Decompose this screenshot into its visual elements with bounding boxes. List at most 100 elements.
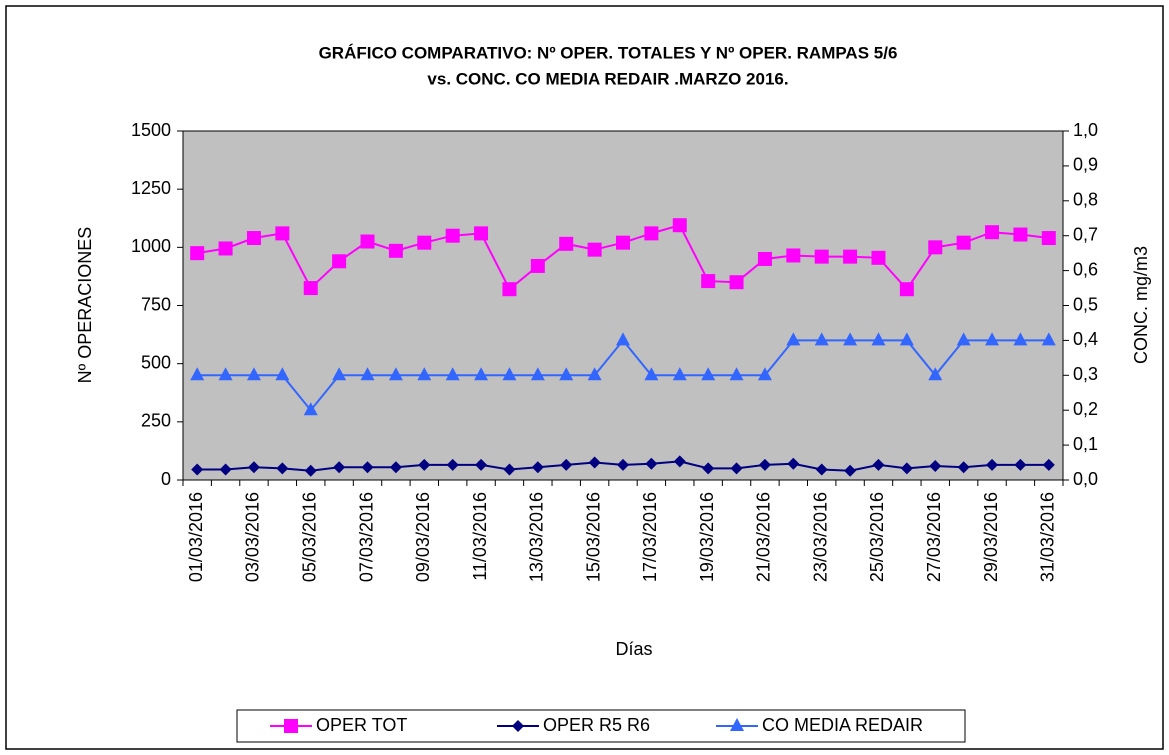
x-tick-label: 11/03/2016 bbox=[470, 492, 490, 581]
data-point bbox=[190, 246, 205, 261]
data-point bbox=[1014, 458, 1027, 471]
data-point bbox=[985, 332, 1000, 346]
x-tick-label: 07/03/2016 bbox=[356, 492, 376, 582]
legend-marker bbox=[730, 718, 744, 731]
data-point bbox=[645, 457, 658, 470]
data-point bbox=[502, 367, 517, 381]
chart-title: vs. CONC. CO MEDIA REDAIR .MARZO 2016. bbox=[427, 69, 788, 88]
data-point bbox=[1042, 458, 1055, 471]
y2-tick-label: 0,6 bbox=[1073, 259, 1098, 279]
x-tick-label: 01/03/2016 bbox=[186, 492, 206, 582]
data-point bbox=[815, 463, 828, 476]
y2-tick-label: 0,1 bbox=[1073, 434, 1098, 454]
legend-marker bbox=[284, 719, 298, 733]
data-point bbox=[502, 282, 517, 297]
y-tick-label: 1000 bbox=[131, 236, 171, 256]
y2-tick-label: 1,0 bbox=[1073, 120, 1098, 140]
y2-tick-label: 0,5 bbox=[1073, 294, 1098, 314]
data-point bbox=[333, 461, 346, 474]
y2-tick-label: 0,7 bbox=[1073, 224, 1098, 244]
data-point bbox=[587, 367, 602, 381]
data-point bbox=[786, 248, 801, 263]
data-point bbox=[672, 218, 687, 233]
x-tick-label: 03/03/2016 bbox=[243, 492, 263, 582]
data-point bbox=[418, 458, 431, 471]
data-point bbox=[361, 461, 374, 474]
data-point bbox=[559, 367, 574, 381]
data-point bbox=[1013, 332, 1028, 346]
data-point bbox=[388, 367, 403, 381]
data-point bbox=[616, 332, 630, 346]
y-tick-label: 0 bbox=[161, 469, 171, 489]
data-point bbox=[559, 236, 574, 251]
data-point bbox=[360, 234, 375, 249]
data-point bbox=[246, 231, 261, 246]
data-point bbox=[730, 462, 743, 475]
x-tick-label: 17/03/2016 bbox=[640, 492, 660, 582]
data-point bbox=[417, 235, 432, 250]
y2-tick-label: 0,2 bbox=[1073, 399, 1098, 419]
legend bbox=[236, 709, 966, 743]
data-point bbox=[191, 463, 204, 476]
data-point bbox=[190, 367, 205, 381]
data-point bbox=[729, 275, 744, 290]
data-point bbox=[474, 226, 489, 241]
y-tick-label: 750 bbox=[141, 294, 171, 314]
data-point bbox=[957, 461, 970, 474]
y-tick-label: 500 bbox=[141, 352, 171, 372]
data-point bbox=[644, 226, 659, 241]
data-point bbox=[389, 461, 402, 474]
data-point bbox=[530, 258, 545, 273]
data-point bbox=[673, 455, 686, 468]
data-point bbox=[247, 461, 260, 474]
y-tick-label: 1250 bbox=[131, 178, 171, 198]
x-tick-label: 15/03/2016 bbox=[583, 492, 603, 582]
data-point bbox=[787, 457, 800, 470]
data-point bbox=[246, 367, 261, 381]
data-point bbox=[986, 458, 999, 471]
data-point bbox=[956, 235, 971, 250]
data-point bbox=[701, 367, 716, 381]
data-point bbox=[275, 367, 290, 381]
legend-label: OPER R5 R6 bbox=[543, 715, 650, 735]
y2-tick-label: 0,3 bbox=[1073, 364, 1098, 384]
data-point bbox=[1041, 332, 1056, 346]
data-point bbox=[503, 463, 516, 476]
data-point bbox=[616, 235, 630, 250]
data-point bbox=[871, 332, 886, 346]
data-point bbox=[218, 367, 233, 381]
data-point bbox=[1041, 231, 1056, 246]
legend-marker bbox=[512, 720, 524, 732]
data-point bbox=[475, 458, 488, 471]
data-point bbox=[474, 367, 489, 381]
y-tick-label: 250 bbox=[141, 411, 171, 431]
data-point bbox=[899, 332, 914, 346]
data-point bbox=[843, 249, 858, 264]
data-point bbox=[388, 243, 403, 258]
data-point bbox=[843, 332, 858, 346]
data-point bbox=[560, 458, 573, 471]
data-point bbox=[276, 462, 289, 475]
data-point bbox=[588, 456, 601, 469]
data-point bbox=[672, 367, 687, 381]
y2-tick-label: 0,9 bbox=[1073, 155, 1098, 175]
data-point bbox=[218, 241, 233, 256]
legend-label: CO MEDIA REDAIR bbox=[762, 715, 923, 735]
x-axis-label: Días bbox=[615, 639, 652, 659]
data-point bbox=[814, 332, 829, 346]
data-point bbox=[929, 460, 942, 473]
data-point bbox=[446, 458, 459, 471]
data-point bbox=[928, 240, 943, 255]
data-point bbox=[275, 226, 290, 241]
data-point bbox=[617, 458, 629, 471]
data-point bbox=[417, 367, 432, 381]
data-point bbox=[445, 228, 460, 243]
y2-axis-label: CONC. mg/m3 bbox=[1131, 246, 1151, 364]
data-point bbox=[900, 462, 913, 475]
data-point bbox=[814, 249, 829, 264]
data-point bbox=[956, 332, 971, 346]
data-point bbox=[332, 254, 347, 269]
data-point bbox=[531, 461, 544, 474]
data-point bbox=[702, 462, 715, 475]
